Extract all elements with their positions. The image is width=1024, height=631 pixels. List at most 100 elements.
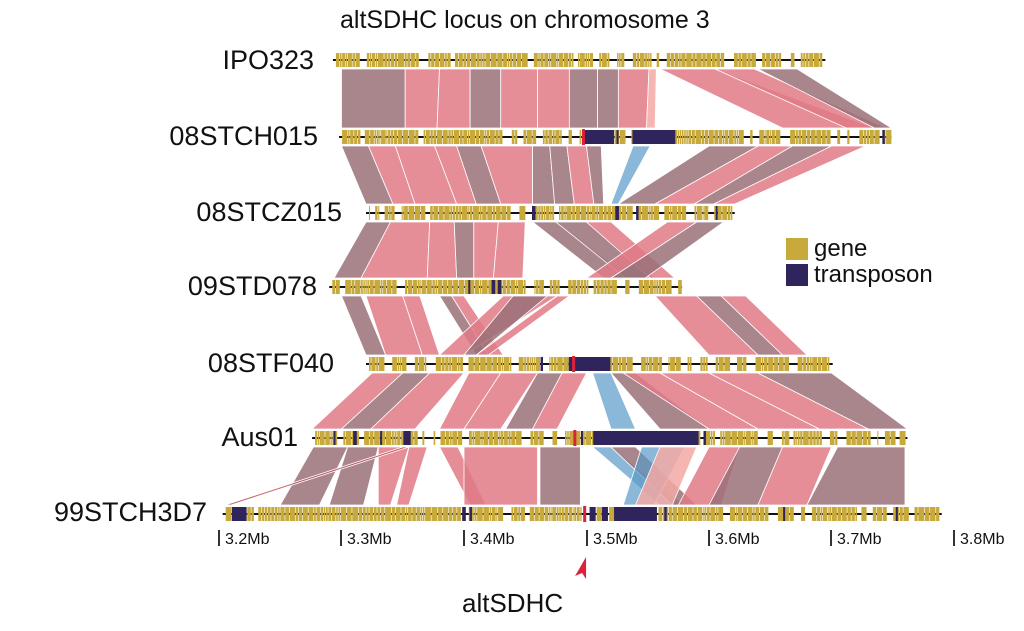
gene-mark — [784, 431, 790, 445]
synteny-link — [377, 446, 410, 506]
gene-mark — [385, 507, 392, 521]
gene-mark — [829, 431, 835, 445]
gene-mark — [821, 357, 828, 371]
gene-mark — [342, 130, 348, 144]
gene-mark — [552, 280, 557, 294]
gene-mark — [744, 431, 746, 445]
gene-mark — [564, 206, 566, 220]
gene-mark — [559, 206, 561, 220]
gene-mark — [701, 130, 705, 144]
gene-mark — [352, 431, 354, 445]
transposon-mark — [333, 431, 336, 445]
gene-mark — [289, 507, 295, 521]
gene-mark — [546, 206, 550, 220]
gene-mark — [576, 280, 581, 294]
axis-tick — [953, 530, 955, 546]
gene-mark — [837, 507, 842, 521]
gene-mark — [374, 130, 376, 144]
gene-mark — [670, 357, 676, 371]
gene-mark — [563, 53, 569, 67]
gene-mark — [422, 431, 425, 445]
gene-mark — [816, 431, 819, 445]
gene-mark — [552, 206, 555, 220]
gene-mark — [545, 130, 548, 144]
gene-mark — [568, 280, 572, 294]
gene-mark — [851, 507, 855, 521]
gene-mark — [366, 507, 369, 521]
gene-mark — [389, 206, 391, 220]
gene-mark — [451, 130, 453, 144]
gene-mark — [407, 53, 410, 67]
transposon-mark — [882, 130, 885, 144]
gene-mark — [496, 206, 501, 220]
gene-mark — [696, 53, 702, 67]
synteny-link — [475, 295, 571, 356]
gene-mark — [579, 130, 582, 144]
gene-mark — [457, 357, 460, 371]
gene-mark — [403, 206, 408, 220]
gene-mark — [737, 357, 743, 371]
gene-mark — [330, 431, 332, 445]
gene-mark — [472, 206, 479, 220]
gene-mark — [388, 130, 391, 144]
gene-mark — [435, 53, 440, 67]
gene-mark — [474, 357, 480, 371]
gene-mark — [568, 507, 572, 521]
gene-mark — [483, 431, 489, 445]
gene-mark — [918, 507, 925, 521]
gene-mark — [677, 130, 680, 144]
gene-mark — [444, 206, 450, 220]
gene-mark — [408, 206, 415, 220]
gene-mark — [374, 431, 380, 445]
gene-mark — [561, 507, 564, 521]
gene-mark — [463, 53, 467, 67]
gene-mark — [510, 280, 516, 294]
gene-mark — [681, 130, 684, 144]
gene-mark — [335, 280, 340, 294]
gene-mark — [308, 507, 314, 521]
gene-mark — [302, 507, 308, 521]
gene-mark — [469, 130, 476, 144]
gene-mark — [585, 53, 588, 67]
gene-mark — [742, 507, 748, 521]
gene-mark — [469, 206, 473, 220]
gene-mark — [720, 431, 722, 445]
synteny-link — [597, 68, 619, 129]
legend: gene transposon — [786, 235, 933, 288]
gene-mark — [455, 206, 459, 220]
gene-mark — [778, 53, 782, 67]
gene-mark — [518, 507, 521, 521]
gene-mark — [561, 206, 564, 220]
transposon-mark — [574, 357, 611, 371]
gene-mark — [506, 280, 510, 294]
gene-swatch-icon — [786, 238, 808, 260]
gene-mark — [416, 53, 419, 67]
synteny-link — [713, 145, 866, 205]
gene-mark — [493, 431, 499, 445]
gene-mark — [433, 206, 439, 220]
gene-mark — [298, 507, 303, 521]
gene-mark — [508, 431, 511, 445]
gene-mark — [856, 431, 863, 445]
gene-mark — [704, 431, 711, 445]
gene-mark — [803, 357, 807, 371]
gene-mark — [398, 53, 404, 67]
gene-mark — [448, 130, 451, 144]
gene-mark — [295, 507, 299, 521]
gene-mark — [468, 206, 470, 220]
gene-mark — [714, 206, 718, 220]
gene-mark — [391, 206, 395, 220]
gene-mark — [538, 206, 541, 220]
gene-mark — [469, 280, 475, 294]
gene-mark — [535, 357, 541, 371]
transposon-mark — [231, 507, 247, 521]
gene-mark — [457, 431, 463, 445]
synteny-link — [225, 446, 409, 506]
axis-tick-label: 3.2Mb — [225, 531, 270, 548]
gene-mark — [516, 431, 522, 445]
gene-mark — [348, 130, 350, 144]
locus-label: altSDHC — [462, 588, 564, 618]
gene-mark — [775, 53, 778, 67]
gene-mark — [725, 130, 729, 144]
gene-mark — [766, 130, 770, 144]
